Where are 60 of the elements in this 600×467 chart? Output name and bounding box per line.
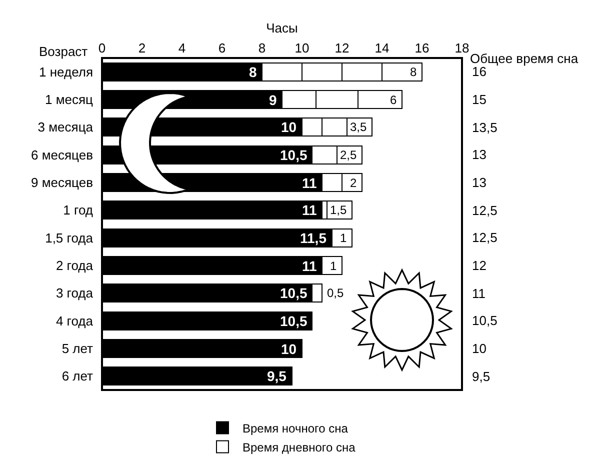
x-tick-label: 10 xyxy=(294,40,310,56)
data-label: 10,5 xyxy=(280,313,308,329)
y2-tick-label: 11 xyxy=(472,286,486,301)
data-label: 10,5 xyxy=(280,285,308,301)
x-tick-label: 0 xyxy=(98,40,106,56)
x-tick-label: 16 xyxy=(414,40,430,56)
data-label: 11,5 xyxy=(300,230,327,246)
annotation: 2,5 xyxy=(340,148,358,162)
y-tick-label: 1,5 года xyxy=(45,230,94,246)
y-tick-label: 6 лет xyxy=(62,368,94,384)
y-tick-label: 1 неделя xyxy=(39,64,93,80)
y-tick-label: 3 месяца xyxy=(38,120,94,135)
data-label: 8 xyxy=(249,64,257,80)
y2-tick-label: 16 xyxy=(472,64,486,79)
data-label: 11 xyxy=(302,258,318,274)
y2-tick-label: 12,5 xyxy=(472,203,498,218)
legend-label: Время дневного сна xyxy=(242,440,356,454)
data-label: 10 xyxy=(281,119,297,135)
y-tick-label: 1 год xyxy=(63,202,94,218)
x-tick-label: 4 xyxy=(178,40,186,56)
y2-tick-label: 13 xyxy=(472,175,486,190)
y-tick-label: 1 месяц xyxy=(45,92,94,108)
annotation: 6 xyxy=(390,93,397,107)
annotation: 2 xyxy=(350,176,357,190)
data-label: 11 xyxy=(302,202,318,218)
annotation: 1 xyxy=(340,231,347,245)
legend-label: Время ночного сна xyxy=(242,421,348,436)
y2-tick-label: 9,5 xyxy=(472,369,490,384)
y-tick-label: 2 года xyxy=(56,258,94,274)
y-tick-label: 6 месяцев xyxy=(31,147,94,162)
y-tick-label: 3 года xyxy=(56,286,94,301)
y2-tick-label: 12 xyxy=(472,258,486,273)
y2-tick-label: 10,5 xyxy=(472,313,498,328)
y2-tick-label: 13 xyxy=(472,147,486,162)
y-tick-label: 9 месяцев xyxy=(31,175,94,190)
x-axis-title: Часы xyxy=(266,20,298,36)
annotation: 8 xyxy=(410,65,417,79)
x-tick-label: 2 xyxy=(138,40,146,56)
x-tick-label: 6 xyxy=(218,40,226,56)
annotation: 0,5 xyxy=(327,286,344,300)
data-label: 11 xyxy=(302,175,318,191)
y-tick-label: 4 года xyxy=(56,313,94,328)
y2-tick-label: 10 xyxy=(472,341,486,356)
data-label: 10 xyxy=(281,341,297,357)
y-axis-title: Возраст xyxy=(39,44,88,59)
y2-tick-label: 13,5 xyxy=(472,120,498,135)
x-tick-label: 14 xyxy=(374,40,390,56)
x-tick-label: 8 xyxy=(258,40,266,56)
x-tick-label: 18 xyxy=(454,40,470,56)
x-tick-label: 12 xyxy=(334,40,350,56)
y2-tick-label: 15 xyxy=(472,92,486,107)
data-label: 9 xyxy=(269,92,277,108)
annotation: 1,5 xyxy=(330,203,348,217)
y-tick-label: 5 лет xyxy=(62,341,94,356)
y2-axis-title: Общее время сна xyxy=(470,51,579,66)
data-label: 9,5 xyxy=(267,368,287,384)
y2-tick-label: 12,5 xyxy=(472,230,498,245)
data-label: 10,5 xyxy=(280,147,308,163)
annotation: 1 xyxy=(330,259,337,273)
annotation: 3,5 xyxy=(350,120,368,134)
